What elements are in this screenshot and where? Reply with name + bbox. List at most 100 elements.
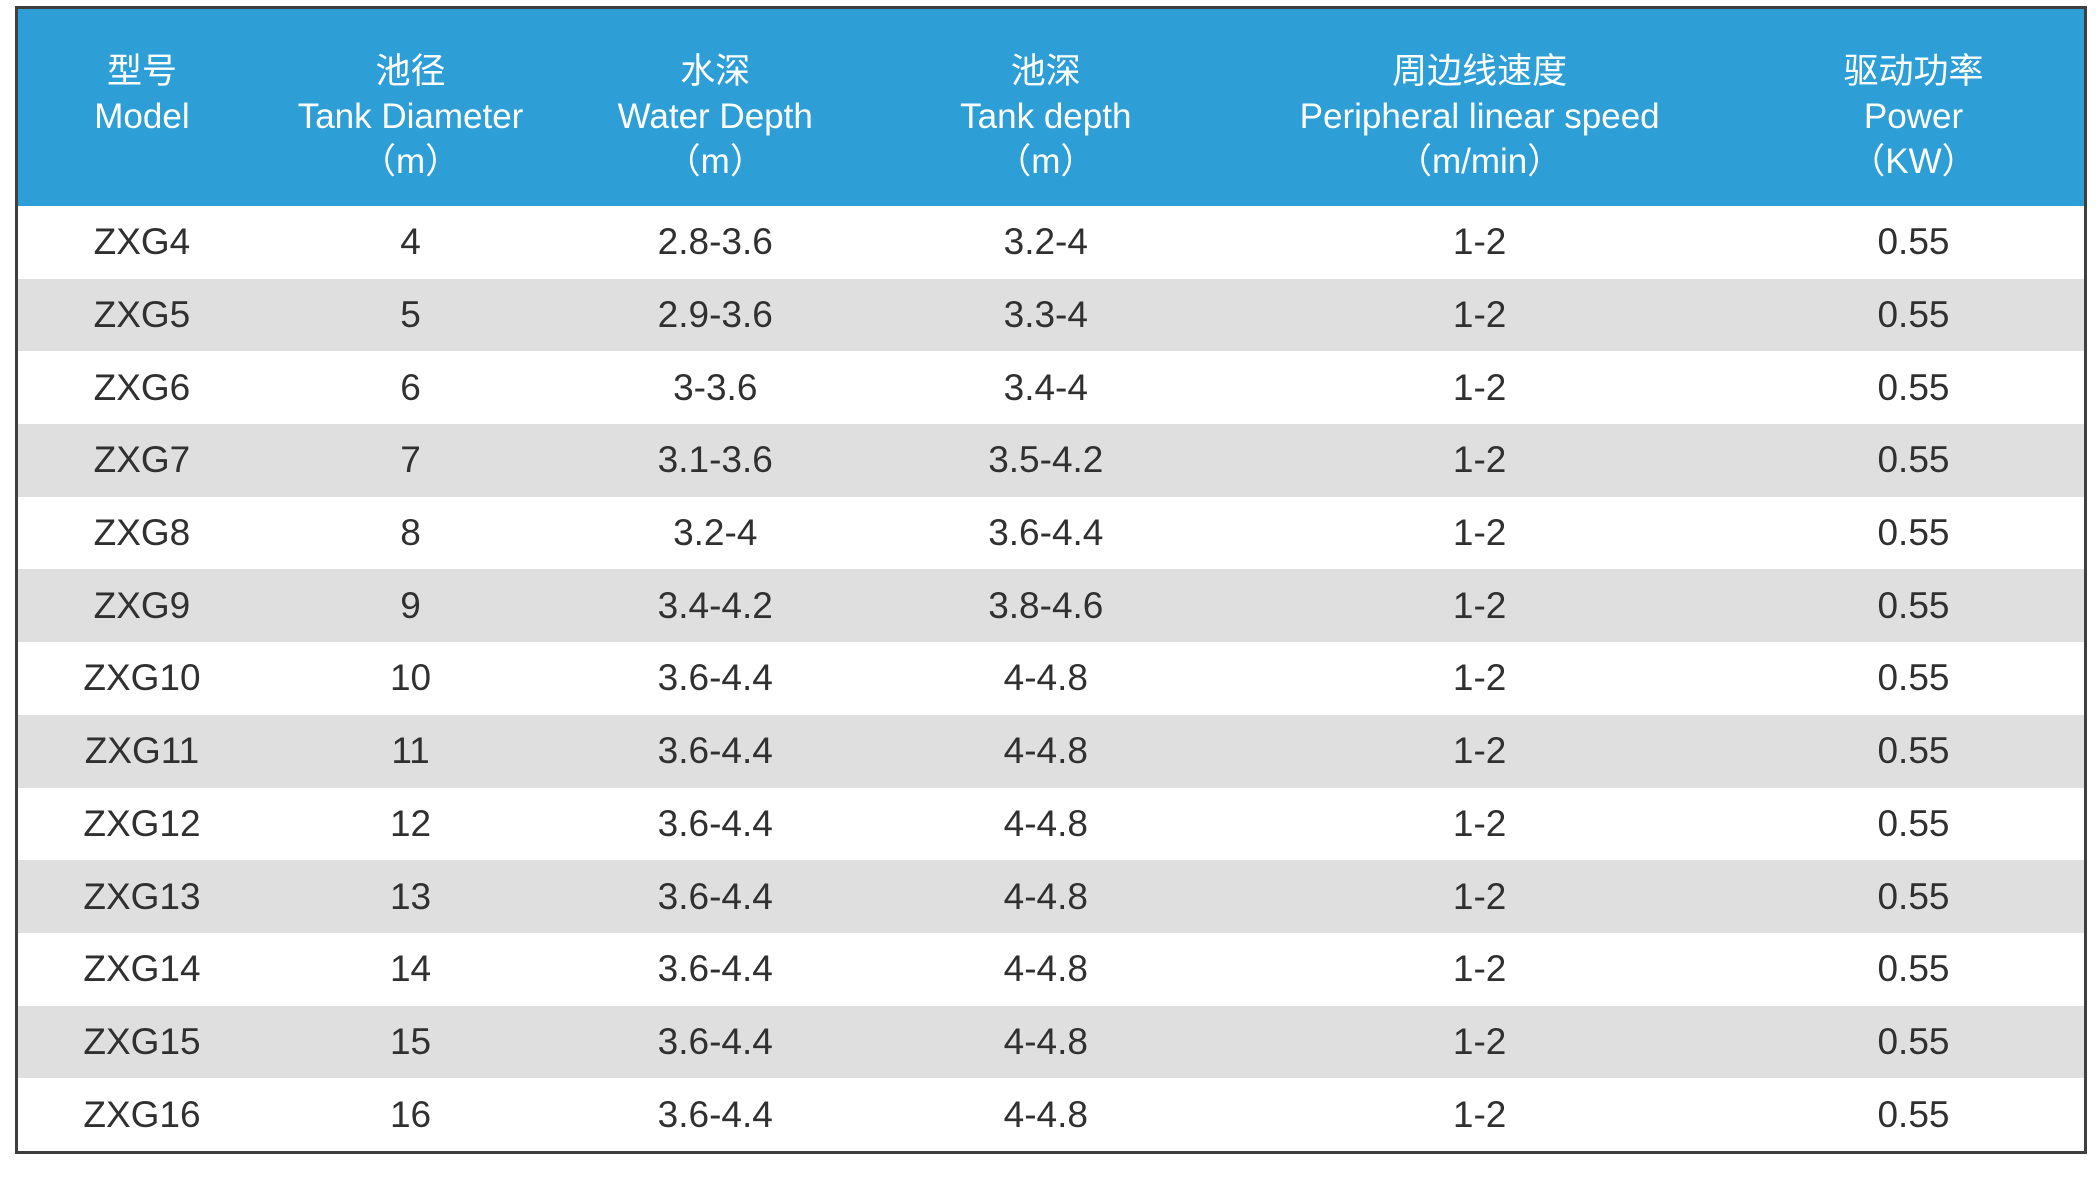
cell-tank-diameter: 10	[389, 657, 432, 699]
cell-power: 0.55	[1877, 875, 1950, 917]
cell-peripheral-linear-speed: 1-2	[1452, 294, 1507, 336]
cell-model: ZXG11	[84, 730, 200, 772]
table-body: ZXG4 4 2.8-3.6 3.2-4 1-2 0.55 ZXG5 5 2.9-3.6 3.3-…	[18, 206, 2084, 1151]
cell-water-depth: 3.2-4	[673, 512, 758, 554]
cell-peripheral-linear-speed: 1-2	[1452, 948, 1507, 990]
cell-power: 0.55	[1877, 221, 1950, 263]
col-header-tank-depth: 池深 Tank depth （m）	[875, 9, 1216, 206]
cell-tank-diameter: 15	[389, 1020, 432, 1062]
cell-model: ZXG5	[93, 294, 191, 336]
cell-water-depth: 3.6-4.4	[657, 802, 773, 844]
cell-tank-depth: 3.4-4	[1003, 366, 1088, 408]
cell-water-depth: 2.9-3.6	[657, 294, 773, 336]
cell-tank-diameter: 8	[400, 512, 421, 554]
cell-model: ZXG9	[93, 584, 191, 626]
cell-water-depth: 3.1-3.6	[657, 439, 773, 481]
cell-model: ZXG12	[83, 802, 201, 844]
col-header-water-depth-en: Water Depth	[617, 97, 813, 136]
cell-peripheral-linear-speed: 1-2	[1452, 730, 1507, 772]
cell-power: 0.55	[1877, 657, 1950, 699]
cell-water-depth: 3.4-4.2	[657, 584, 773, 626]
col-header-tank-depth-zh: 池深	[1010, 52, 1081, 91]
cell-power: 0.55	[1877, 584, 1950, 626]
tank-spec-table: 型号 Model 池径 Tank Diameter （m） 水深 Water D…	[15, 6, 2087, 1154]
col-header-model: 型号 Model	[18, 9, 266, 206]
col-header-peripheral-linear-speed: 周边线速度 Peripheral linear speed （m/min）	[1216, 9, 1743, 206]
table-row: ZXG10 10 3.6-4.4 4-4.8 1-2 0.55	[18, 642, 2084, 715]
col-header-tank-diameter-zh: 池径	[375, 52, 446, 91]
table-row: ZXG5 5 2.9-3.6 3.3-4 1-2 0.55	[18, 278, 2084, 352]
cell-peripheral-linear-speed: 1-2	[1452, 657, 1507, 699]
cell-power: 0.55	[1877, 439, 1950, 481]
cell-tank-diameter: 14	[389, 948, 432, 990]
cell-power: 0.55	[1877, 948, 1950, 990]
cell-tank-diameter: 11	[391, 730, 430, 772]
cell-tank-diameter: 16	[389, 1093, 432, 1135]
table-row: ZXG7 7 3.1-3.6 3.5-4.2 1-2 0.55	[18, 424, 2084, 497]
col-header-peripheral-linear-speed-zh: 周边线速度	[1392, 52, 1568, 91]
col-header-peripheral-linear-speed-unit: （m/min）	[1397, 142, 1563, 181]
col-header-power: 驱动功率 Power （KW）	[1743, 9, 2084, 206]
cell-model: ZXG10	[83, 657, 201, 699]
cell-peripheral-linear-speed: 1-2	[1452, 221, 1507, 263]
table-row: ZXG4 4 2.8-3.6 3.2-4 1-2 0.55	[18, 206, 2084, 279]
cell-model: ZXG6	[93, 366, 191, 408]
table-row: ZXG16 16 3.6-4.4 4-4.8 1-2 0.55	[18, 1078, 2084, 1151]
cell-tank-depth: 4-4.8	[1003, 802, 1088, 844]
cell-peripheral-linear-speed: 1-2	[1452, 1093, 1507, 1135]
cell-tank-depth: 3.5-4.2	[988, 439, 1104, 481]
cell-power: 0.55	[1877, 1093, 1950, 1135]
cell-tank-depth: 4-4.8	[1003, 730, 1088, 772]
col-header-water-depth-unit: （m）	[665, 142, 765, 181]
cell-peripheral-linear-speed: 1-2	[1452, 512, 1507, 554]
table-row: ZXG12 12 3.6-4.4 4-4.8 1-2 0.55	[18, 787, 2084, 861]
cell-power: 0.55	[1877, 1020, 1950, 1062]
table-row: ZXG15 15 3.6-4.4 4-4.8 1-2 0.55	[18, 1005, 2084, 1079]
cell-model: ZXG13	[83, 875, 201, 917]
col-header-power-zh: 驱动功率	[1843, 52, 1984, 91]
cell-tank-diameter: 13	[389, 875, 432, 917]
table-row: ZXG6 6 3-3.6 3.4-4 1-2 0.55	[18, 351, 2084, 425]
cell-peripheral-linear-speed: 1-2	[1452, 1020, 1507, 1062]
col-header-tank-diameter-unit: （m）	[360, 142, 461, 181]
cell-peripheral-linear-speed: 1-2	[1452, 802, 1507, 844]
cell-water-depth: 3.6-4.4	[657, 1020, 773, 1062]
table-row: ZXG9 9 3.4-4.2 3.8-4.6 1-2 0.55	[18, 569, 2084, 643]
cell-tank-diameter: 12	[389, 802, 432, 844]
cell-tank-depth: 4-4.8	[1003, 1020, 1088, 1062]
cell-model: ZXG4	[93, 221, 191, 263]
table-row: ZXG8 8 3.2-4 3.6-4.4 1-2 0.55	[18, 496, 2084, 570]
table-row: ZXG13 13 3.6-4.4 4-4.8 1-2 0.55	[18, 860, 2084, 933]
cell-tank-depth: 3.6-4.4	[988, 512, 1104, 554]
cell-water-depth: 2.8-3.6	[657, 221, 773, 263]
cell-tank-diameter: 5	[400, 294, 421, 336]
col-header-peripheral-linear-speed-en: Peripheral linear speed	[1299, 97, 1660, 136]
cell-tank-depth: 4-4.8	[1003, 875, 1088, 917]
col-header-water-depth-zh: 水深	[680, 52, 751, 91]
cell-tank-diameter: 9	[400, 584, 421, 626]
table-row: ZXG14 14 3.6-4.4 4-4.8 1-2 0.55	[18, 932, 2084, 1006]
cell-water-depth: 3.6-4.4	[657, 1093, 773, 1135]
col-header-model-zh: 型号	[106, 52, 177, 91]
cell-tank-depth: 3.2-4	[1003, 221, 1088, 263]
cell-tank-diameter: 4	[400, 221, 421, 263]
col-header-tank-diameter: 池径 Tank Diameter （m）	[266, 9, 555, 206]
cell-tank-depth: 4-4.8	[1003, 657, 1088, 699]
col-header-power-en: Power	[1863, 97, 1964, 136]
col-header-water-depth: 水深 Water Depth （m）	[555, 9, 875, 206]
cell-tank-depth: 4-4.8	[1003, 948, 1088, 990]
cell-water-depth: 3.6-4.4	[657, 657, 773, 699]
cell-model: ZXG7	[93, 439, 191, 481]
cell-model: ZXG8	[93, 512, 191, 554]
cell-peripheral-linear-speed: 1-2	[1452, 875, 1507, 917]
cell-tank-diameter: 7	[400, 439, 421, 481]
cell-tank-diameter: 6	[400, 366, 421, 408]
table-row: ZXG11 11 3.6-4.4 4-4.8 1-2 0.55	[18, 714, 2084, 788]
cell-model: ZXG14	[83, 948, 201, 990]
col-header-tank-depth-unit: （m）	[996, 142, 1096, 181]
cell-model: ZXG16	[83, 1093, 201, 1135]
table-header-row: 型号 Model 池径 Tank Diameter （m） 水深 Water D…	[18, 9, 2084, 206]
cell-tank-depth: 4-4.8	[1003, 1093, 1088, 1135]
cell-water-depth: 3.6-4.4	[657, 948, 773, 990]
